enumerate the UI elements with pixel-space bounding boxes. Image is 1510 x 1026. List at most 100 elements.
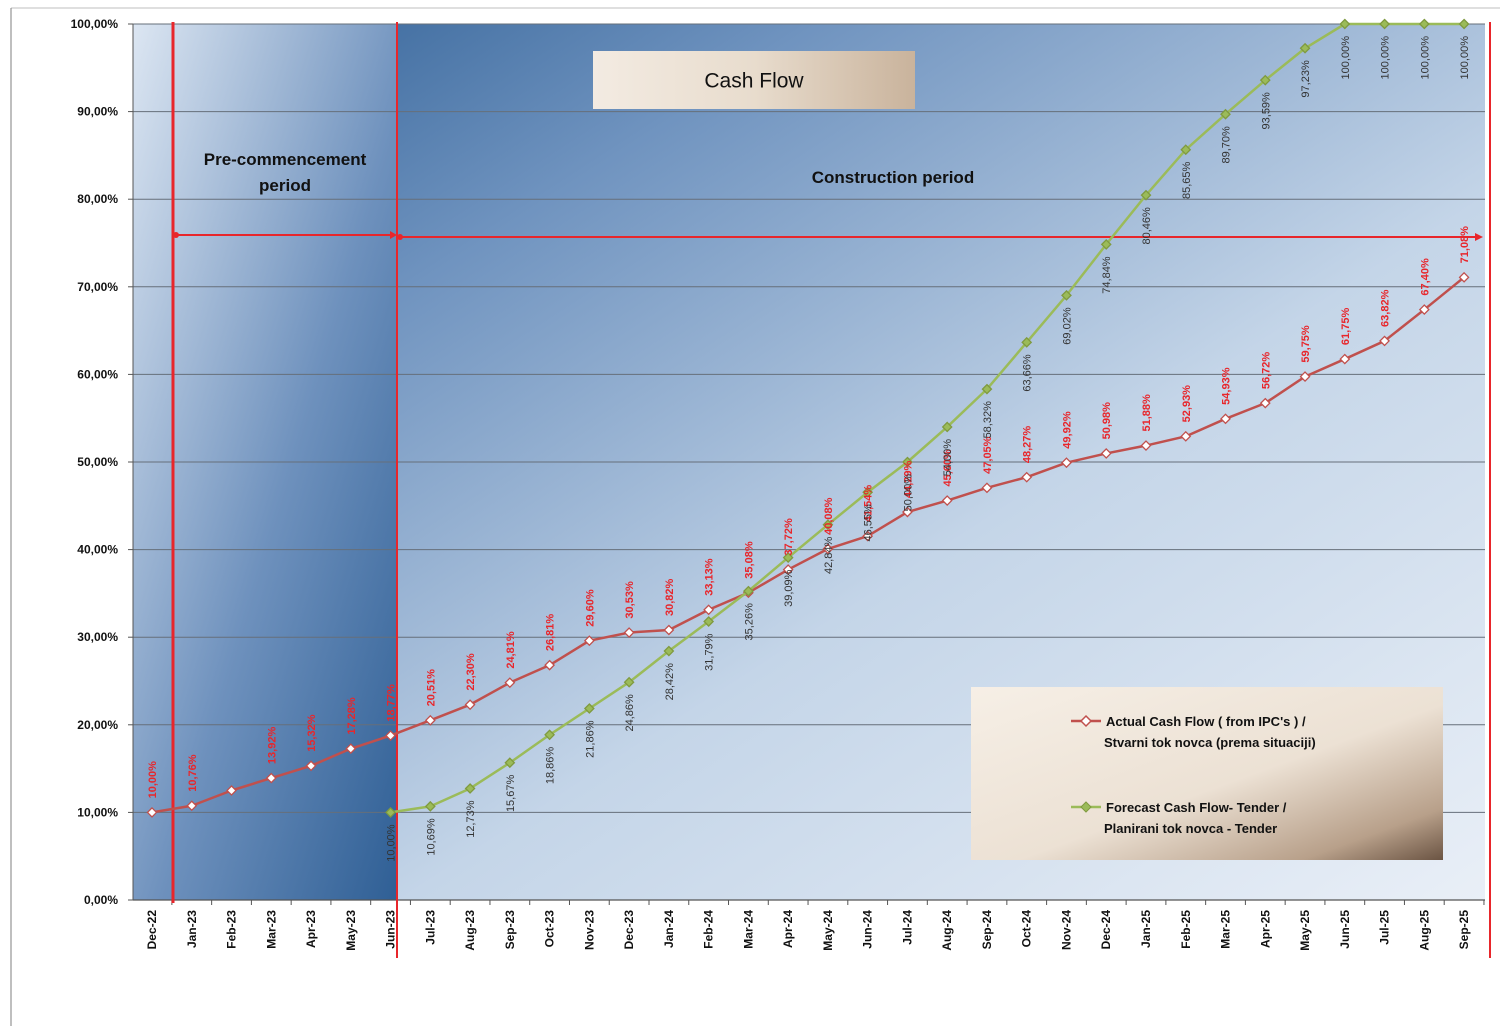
gridlines — [133, 23, 1485, 901]
forecast-data-point — [583, 703, 595, 714]
forecast-data-point — [623, 676, 635, 688]
y-tick-label: 20,00% — [77, 718, 118, 732]
x-tick-label: Feb-25 — [1179, 910, 1193, 949]
x-tick-label: Sep-23 — [503, 910, 517, 950]
pre-commencement-label-line1: Pre-commencement — [204, 150, 367, 169]
actual-data-label: 52,93% — [1181, 385, 1193, 423]
forecast-data-label: 100,00% — [1419, 36, 1431, 80]
actual-data-point — [902, 506, 913, 518]
y-axis: 0,00% 10,00% 20,00% 30,00% 40,00% 50,00% 60,00… — [71, 17, 134, 907]
forecast-data-label: 50,00% — [902, 474, 914, 512]
actual-data-point — [345, 743, 357, 755]
actual-data-label: 47,05% — [982, 436, 994, 474]
forecast-data-point — [385, 806, 396, 818]
x-tick-label: Aug-24 — [940, 910, 954, 951]
forecast-data-label: 85,65% — [1181, 161, 1193, 199]
actual-data-point — [305, 760, 317, 772]
forecast-data-label: 31,79% — [704, 633, 716, 671]
actual-data-label: 71,08% — [1459, 226, 1471, 264]
actual-data-point — [1299, 371, 1311, 383]
x-tick-label: May-24 — [821, 910, 835, 951]
forecast-data-point — [1140, 189, 1152, 201]
forecast-data-point — [1259, 74, 1271, 86]
forecast-data-label: 39,09% — [783, 569, 795, 607]
actual-data-label: 18,77% — [386, 684, 398, 722]
actual-data-label: 49,92% — [1061, 411, 1073, 449]
legend-forecast-label-line2: Planirani tok novca - Tender — [1104, 821, 1277, 836]
actual-data-label: 22,30% — [465, 653, 477, 691]
forecast-data-label: 46,55% — [863, 504, 875, 542]
series-lines — [146, 18, 1470, 818]
y-tick-label: 30,00% — [77, 630, 118, 644]
x-tick-label: Apr-23 — [304, 910, 318, 948]
title-box — [593, 51, 915, 109]
forecast-data-label: 15,67% — [505, 775, 517, 813]
construction-arrow-tail — [397, 234, 403, 240]
actual-data-point — [1458, 271, 1470, 283]
forecast-data-label: 100,00% — [1340, 36, 1352, 80]
x-tick-label: Jun-24 — [861, 910, 875, 949]
x-tick-label: Feb-24 — [702, 910, 716, 949]
forecast-data-label: 35,26% — [743, 603, 755, 641]
forecast-data-label: 97,23% — [1300, 60, 1312, 98]
actual-data-label: 15,32% — [306, 714, 318, 752]
forecast-data-point — [703, 616, 715, 627]
y-tick-label: 70,00% — [77, 280, 118, 294]
actual-data-point — [424, 714, 436, 726]
actual-data-point — [1259, 397, 1271, 409]
forecast-data-label: 100,00% — [1380, 36, 1392, 80]
y-tick-label: 100,00% — [71, 17, 119, 31]
forecast-data-point — [1339, 18, 1351, 30]
forecast-data-point — [544, 729, 556, 741]
forecast-data-point — [1021, 336, 1033, 348]
forecast-data-point — [1061, 289, 1072, 301]
actual-data-label: 54,93% — [1221, 367, 1233, 405]
forecast-data-label: 28,42% — [664, 663, 676, 701]
x-tick-label: Nov-24 — [1059, 910, 1073, 950]
x-tick-label: Jul-23 — [423, 910, 437, 945]
x-tick-label: Jul-24 — [900, 910, 914, 945]
actual-data-label: 45,60% — [942, 449, 954, 487]
y-tick-label: 50,00% — [77, 455, 118, 469]
x-tick-label: Jun-25 — [1338, 910, 1352, 949]
x-tick-label: Apr-25 — [1258, 910, 1272, 948]
forecast-data-label: 93,59% — [1260, 92, 1272, 130]
actual-data-label: 56,72% — [1260, 352, 1272, 390]
forecast-data-label: 69,02% — [1061, 307, 1073, 345]
actual-data-point — [1180, 430, 1192, 442]
actual-data-point — [1140, 440, 1152, 451]
construction-period-label: Construction period — [812, 168, 974, 187]
x-tick-label: Jan-24 — [662, 910, 676, 948]
actual-data-point — [822, 543, 834, 555]
y-tick-label: 0,00% — [84, 893, 118, 907]
data-labels: 10,00% 10,76% 13,92% 15,32% 17,28% 18,77% 20,5… — [147, 36, 1471, 862]
forecast-data-label: 10,00% — [386, 824, 398, 862]
x-tick-label: Sep-24 — [980, 910, 994, 950]
actual-data-point — [146, 806, 158, 818]
legend-actual-label-line2: Stvarni tok novca (prema situaciji) — [1104, 735, 1316, 750]
actual-data-point — [623, 627, 635, 638]
forecast-cash-flow-line — [390, 22, 1465, 814]
forecast-data-point — [981, 383, 993, 395]
forecast-data-point — [742, 585, 754, 597]
actual-data-point — [464, 699, 476, 711]
x-tick-label: Jan-25 — [1139, 910, 1153, 948]
actual-data-label: 30,53% — [624, 581, 636, 619]
pre-commencement-arrow-head — [390, 231, 397, 239]
legend-forecast-label-line1: Forecast Cash Flow- Tender / — [1106, 800, 1287, 815]
forecast-data-point — [822, 519, 834, 531]
legend-actual-label-line1: Actual Cash Flow ( from IPC's ) / — [1106, 714, 1306, 729]
actual-data-point — [186, 800, 198, 812]
construction-arrow-head — [1475, 233, 1483, 241]
x-tick-label: Oct-23 — [543, 910, 557, 948]
actual-data-label: 50,98% — [1101, 402, 1113, 440]
x-tick-label: May-23 — [344, 910, 358, 951]
forecast-data-point — [941, 421, 953, 433]
legend-actual-marker — [1079, 714, 1093, 728]
x-tick-label: Mar-25 — [1219, 910, 1233, 949]
actual-data-label: 41,54% — [863, 485, 875, 523]
forecast-data-point — [1220, 108, 1231, 120]
y-tick-label: 80,00% — [77, 192, 118, 206]
actual-data-label: 24,81% — [505, 631, 517, 669]
